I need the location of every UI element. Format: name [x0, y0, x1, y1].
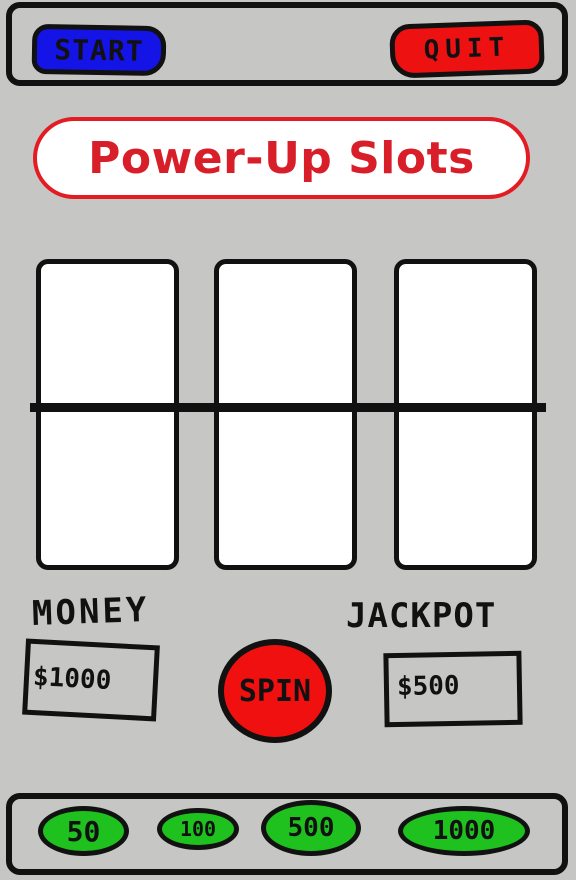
game-title: Power-Up Slots	[88, 132, 475, 184]
bet-100-button[interactable]: 100	[157, 808, 239, 850]
reel-2	[214, 259, 357, 570]
quit-button[interactable]: QUIT	[389, 19, 545, 79]
jackpot-value: $500	[396, 670, 460, 702]
start-button[interactable]: START	[31, 23, 167, 77]
payline	[30, 403, 546, 412]
reel-3	[394, 259, 537, 570]
bet-1000-button[interactable]: 1000	[398, 806, 530, 856]
bet-50-button[interactable]: 50	[38, 806, 129, 856]
bet-500-button[interactable]: 500	[261, 800, 361, 856]
spin-button[interactable]: SPIN	[218, 639, 332, 743]
money-label: MONEY	[31, 589, 151, 635]
jackpot-label: JACKPOT	[346, 596, 497, 636]
money-display: $1000	[22, 638, 160, 722]
reel-1	[36, 259, 179, 570]
jackpot-display: $500	[383, 650, 523, 728]
money-value: $1000	[32, 661, 113, 697]
title-banner: Power-Up Slots	[33, 117, 530, 199]
